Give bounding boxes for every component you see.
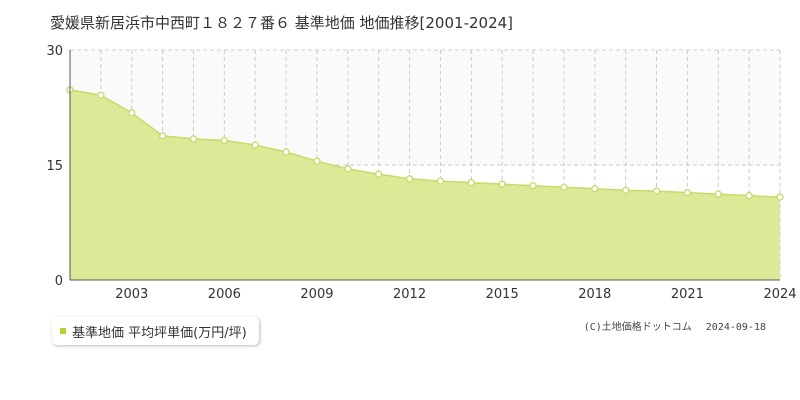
y-tick-label: 15 xyxy=(46,159,63,174)
data-point xyxy=(436,177,445,185)
data-point xyxy=(220,136,229,145)
data-point xyxy=(467,178,475,187)
x-tick-label: 2012 xyxy=(393,287,426,302)
data-point xyxy=(313,157,321,165)
data-point xyxy=(251,141,259,149)
data-point xyxy=(683,188,692,197)
data-point xyxy=(375,170,383,178)
data-point xyxy=(652,187,661,195)
y-tick-label: 0 xyxy=(55,274,63,289)
data-point xyxy=(405,175,414,183)
legend-label: 基準地価 平均坪単価(万円/坪) xyxy=(72,325,247,341)
chart-title: 愛媛県新居浜市中西町１８２７番６ 基準地価 地価推移[2001-2024] xyxy=(50,14,514,32)
series-area xyxy=(70,89,780,281)
data-point xyxy=(344,165,352,173)
x-tick-label: 2009 xyxy=(300,287,333,302)
legend: 基準地価 平均坪単価(万円/坪) xyxy=(52,317,259,345)
series-line xyxy=(69,89,781,198)
copyright: (C)土地価格ドットコム 2024-09-18 xyxy=(584,318,766,333)
data-point xyxy=(591,185,599,193)
copyright-text: (C)土地価格ドットコム xyxy=(583,322,692,333)
y-tick-label: 30 xyxy=(46,44,63,59)
data-point xyxy=(622,186,630,194)
data-point xyxy=(529,182,537,190)
data-point xyxy=(745,192,753,200)
data-point xyxy=(97,91,105,99)
data-point xyxy=(158,132,167,140)
x-tick-label: 2006 xyxy=(208,287,241,302)
x-tick-label: 2024 xyxy=(763,287,796,302)
legend-swatch xyxy=(60,328,66,334)
data-point xyxy=(282,148,290,156)
data-point xyxy=(714,190,722,198)
copyright-date: 2024-09-18 xyxy=(705,322,766,333)
data-point xyxy=(776,193,784,201)
data-point xyxy=(498,180,506,188)
x-tick-label: 2015 xyxy=(486,287,519,302)
x-tick-label: 2018 xyxy=(578,287,611,302)
data-point xyxy=(189,135,198,143)
x-tick-label: 2021 xyxy=(671,287,704,302)
x-tick-label: 2003 xyxy=(115,287,148,302)
data-point xyxy=(560,183,568,191)
data-point xyxy=(128,109,136,117)
